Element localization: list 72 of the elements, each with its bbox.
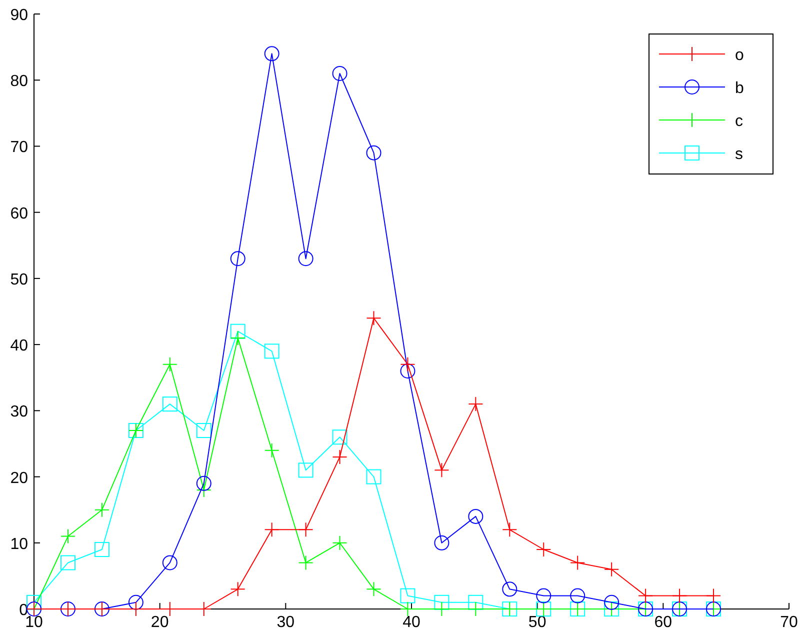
point	[298, 522, 314, 538]
point	[468, 594, 484, 610]
y-tick-label: 50	[10, 271, 28, 288]
point	[162, 555, 178, 570]
point	[468, 396, 484, 412]
legend-label: s	[735, 146, 743, 163]
point	[536, 588, 552, 604]
point	[570, 588, 586, 604]
point	[162, 356, 178, 372]
y-tick-label: 20	[10, 470, 28, 487]
point	[502, 582, 518, 597]
point	[468, 508, 484, 524]
point	[434, 535, 450, 550]
point	[332, 449, 348, 464]
point	[638, 588, 654, 604]
point	[434, 594, 450, 610]
point	[604, 594, 620, 610]
point	[230, 251, 246, 266]
y-tick-label: 70	[10, 139, 28, 156]
y-tick-label: 40	[10, 338, 28, 355]
point	[332, 430, 348, 445]
point	[604, 562, 620, 577]
point	[706, 588, 721, 604]
point	[264, 46, 280, 62]
point	[26, 594, 42, 610]
x-tick-label: 40	[402, 614, 420, 631]
point	[60, 528, 76, 544]
point	[264, 522, 280, 538]
point	[400, 588, 416, 604]
point	[570, 555, 586, 570]
point	[230, 330, 246, 346]
point	[128, 594, 144, 610]
x-tick-label: 30	[276, 614, 295, 631]
point	[332, 66, 348, 81]
point	[298, 555, 314, 570]
y-tick-label: 10	[10, 536, 28, 553]
point	[60, 555, 76, 570]
x-tick-label: 70	[780, 614, 798, 631]
x-tick-label: 20	[150, 614, 169, 631]
point	[230, 324, 246, 339]
point	[536, 542, 552, 557]
point	[366, 310, 382, 326]
point	[400, 356, 416, 372]
legend-label: c	[735, 113, 743, 130]
x-tick-label: 10	[25, 614, 43, 631]
y-tick-label: 30	[10, 404, 28, 421]
point	[196, 482, 212, 498]
point	[502, 522, 518, 538]
legend-label: o	[735, 47, 744, 64]
y-tick-label: 60	[10, 205, 28, 222]
point	[196, 476, 212, 491]
point	[230, 582, 246, 597]
x-tick-label: 60	[654, 614, 672, 631]
point	[400, 364, 416, 378]
point	[672, 588, 688, 604]
point	[332, 535, 348, 550]
point	[298, 462, 314, 478]
y-tick-label: 90	[10, 7, 28, 24]
point	[366, 145, 382, 160]
point	[94, 542, 110, 557]
point	[366, 582, 382, 597]
legend-label: b	[735, 80, 744, 97]
point	[264, 442, 280, 458]
y-tick-label: 80	[10, 73, 28, 90]
point	[196, 423, 212, 438]
point	[434, 462, 450, 478]
x-tick-label: 50	[528, 614, 546, 631]
point	[264, 344, 280, 359]
point	[366, 469, 382, 484]
point	[162, 396, 178, 412]
point	[94, 502, 110, 518]
point	[298, 251, 314, 266]
